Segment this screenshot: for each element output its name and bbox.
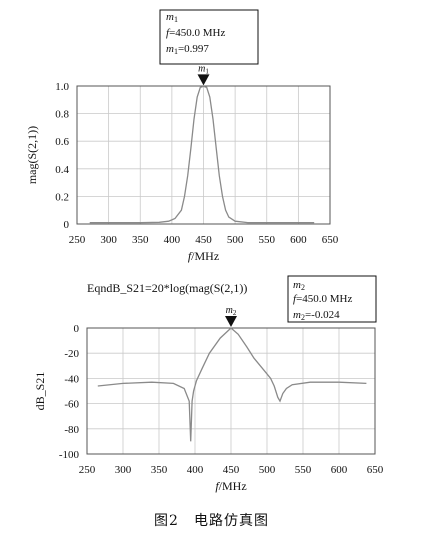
x-tick-label: 450	[223, 464, 240, 476]
x-axis-label: f/MHz	[215, 479, 246, 493]
y-tick-label: 0.8	[55, 109, 69, 121]
x-tick-label: 350	[132, 234, 149, 246]
marker-value: m2=-0.024	[293, 309, 340, 322]
x-tick-label: 500	[259, 464, 276, 476]
marker-name: m2	[293, 279, 305, 292]
x-tick-label: 650	[367, 464, 384, 476]
y-tick-label: -40	[64, 373, 79, 385]
x-tick-label: 300	[100, 234, 117, 246]
x-tick-label: 600	[290, 234, 307, 246]
marker-frequency: f=450.0 MHz	[166, 27, 225, 39]
marker-value: m1=0.997	[166, 43, 209, 56]
figure-caption: 图2 电路仿真图	[154, 513, 269, 529]
x-tick-label: 300	[115, 464, 132, 476]
marker-triangle	[197, 74, 210, 86]
y-tick-label: 0.4	[55, 164, 69, 176]
y-tick-label: 1.0	[55, 81, 69, 93]
x-tick-label: 550	[295, 464, 312, 476]
marker-frequency: f=450.0 MHz	[293, 293, 352, 305]
y-axis-label: dB_S21	[33, 372, 47, 411]
x-tick-label: 450	[195, 234, 212, 246]
marker-label: m2	[226, 305, 237, 317]
x-tick-label: 350	[151, 464, 168, 476]
series-line	[97, 327, 367, 442]
x-tick-label: 250	[79, 464, 96, 476]
y-tick-label: -100	[59, 449, 80, 461]
y-tick-label: 0	[64, 219, 70, 231]
s21-db-chart: EqndB_S21=20*log(mag(S(2,1)) 250 300 350 400…	[33, 275, 384, 493]
marker-triangle	[225, 316, 237, 328]
x-tick-label: 550	[259, 234, 276, 246]
marker-readout-box	[287, 275, 377, 323]
y-tick-label: -20	[64, 348, 79, 360]
x-tick-label: 600	[331, 464, 348, 476]
y-tick-label: 0.6	[55, 136, 69, 148]
x-tick-label: 400	[164, 234, 181, 246]
y-tick-label: 0.2	[55, 191, 69, 203]
x-tick-label: 250	[69, 234, 86, 246]
marker-name: m1	[166, 11, 178, 24]
s21-magnitude-chart: 250 300 350 400 450 500 550 600 650 0 0.2 0.4 0.6 0.8…	[25, 9, 339, 263]
y-tick-label: -60	[64, 399, 79, 411]
y-axis-label: mag(S(2,1))	[25, 126, 39, 184]
y-tick-label: -80	[64, 424, 79, 436]
series-line	[89, 85, 315, 224]
x-tick-label: 500	[227, 234, 244, 246]
marker-readout-box	[159, 9, 259, 65]
marker-label: m1	[198, 63, 209, 75]
x-tick-label: 400	[187, 464, 204, 476]
chart-title: EqndB_S21=20*log(mag(S(2,1))	[87, 281, 247, 295]
x-tick-label: 650	[322, 234, 339, 246]
y-tick-label: 0	[74, 323, 80, 335]
grid	[76, 85, 331, 225]
x-axis-label: f/MHz	[188, 249, 219, 263]
grid	[86, 327, 376, 455]
